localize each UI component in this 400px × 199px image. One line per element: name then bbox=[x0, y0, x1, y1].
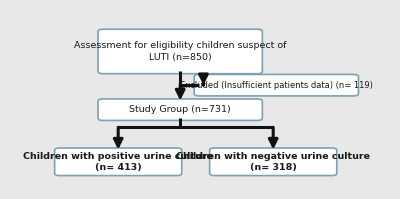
Text: Excluded (Insufficient patients data) (n= 119): Excluded (Insufficient patients data) (n… bbox=[180, 81, 373, 90]
FancyBboxPatch shape bbox=[98, 29, 262, 74]
Text: Children with positive urine culture
(n= 413): Children with positive urine culture (n=… bbox=[23, 152, 213, 172]
FancyBboxPatch shape bbox=[194, 74, 358, 96]
Text: Children with negative urine culture
(n= 318): Children with negative urine culture (n=… bbox=[176, 152, 370, 172]
FancyBboxPatch shape bbox=[98, 99, 262, 120]
Text: Assessment for eligibility children suspect of
LUTI (n=850): Assessment for eligibility children susp… bbox=[74, 41, 286, 61]
Text: Study Group (n=731): Study Group (n=731) bbox=[129, 105, 231, 114]
FancyBboxPatch shape bbox=[210, 148, 337, 176]
FancyBboxPatch shape bbox=[55, 148, 182, 176]
